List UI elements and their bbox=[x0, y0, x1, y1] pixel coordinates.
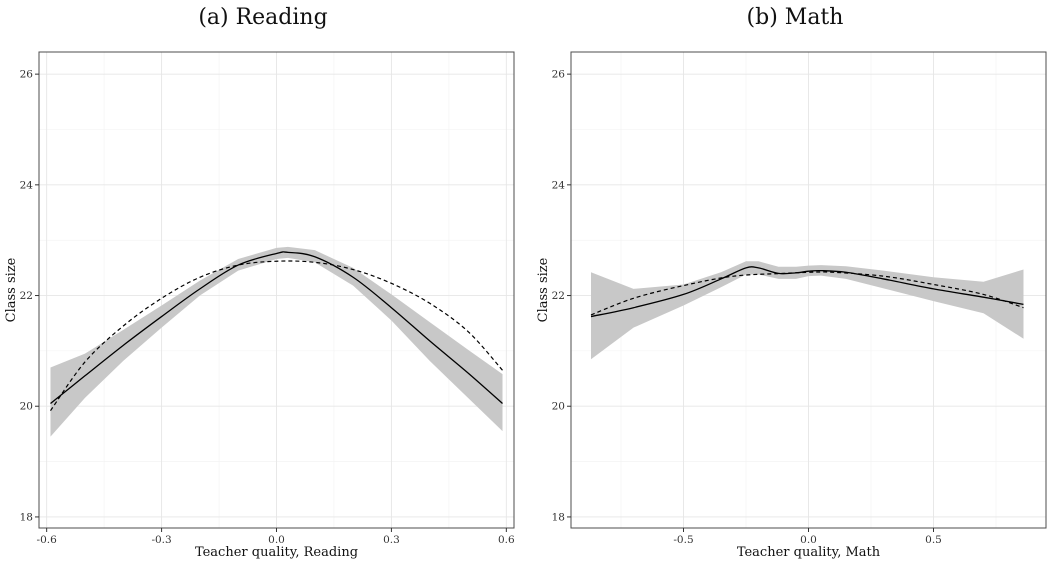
x-tick-label: 0.3 bbox=[383, 534, 400, 546]
y-tick-label: 26 bbox=[552, 69, 566, 81]
y-axis-label: Class size bbox=[536, 257, 551, 322]
y-tick-label: 24 bbox=[20, 179, 34, 191]
y-axis-label: Class size bbox=[4, 257, 19, 322]
x-tick-label: 0.0 bbox=[800, 534, 817, 546]
y-tick-label: 22 bbox=[20, 290, 33, 302]
x-axis-label: Teacher quality, Reading bbox=[195, 545, 358, 560]
x-tick-label: -0.3 bbox=[151, 534, 171, 546]
confidence-band bbox=[50, 246, 503, 437]
y-tick-label: 18 bbox=[552, 511, 565, 523]
panel-reading: (a) Reading -0.6 -0.3 0.0 0.3 0.6 18 20 22 24 26 Te… bbox=[4, 5, 515, 560]
y-tick-label: 20 bbox=[552, 401, 565, 413]
x-tick-label: 0.5 bbox=[925, 534, 942, 546]
panel-math: (b) Math -0.5 0.0 0.5 18 20 22 24 26 Teacher qual… bbox=[536, 5, 1047, 560]
confidence-band bbox=[591, 261, 1024, 360]
y-tick-label: 20 bbox=[20, 401, 33, 413]
x-tick-label: -0.5 bbox=[673, 534, 693, 546]
y-tick-label: 18 bbox=[20, 511, 33, 523]
panel-title: (b) Math bbox=[747, 5, 844, 30]
x-tick-label: -0.6 bbox=[37, 534, 58, 546]
x-tick-label: 0.6 bbox=[498, 534, 515, 546]
dashed-fit-line bbox=[590, 271, 1024, 316]
x-tick-label: 0.0 bbox=[268, 534, 285, 546]
y-tick-label: 24 bbox=[552, 179, 566, 191]
dashed-fit-line bbox=[50, 260, 503, 412]
panel-title: (a) Reading bbox=[198, 5, 327, 30]
x-axis-label: Teacher quality, Math bbox=[737, 545, 881, 560]
y-tick-label: 26 bbox=[20, 69, 34, 81]
y-tick-label: 22 bbox=[552, 290, 565, 302]
solid-fit-line bbox=[50, 251, 503, 404]
